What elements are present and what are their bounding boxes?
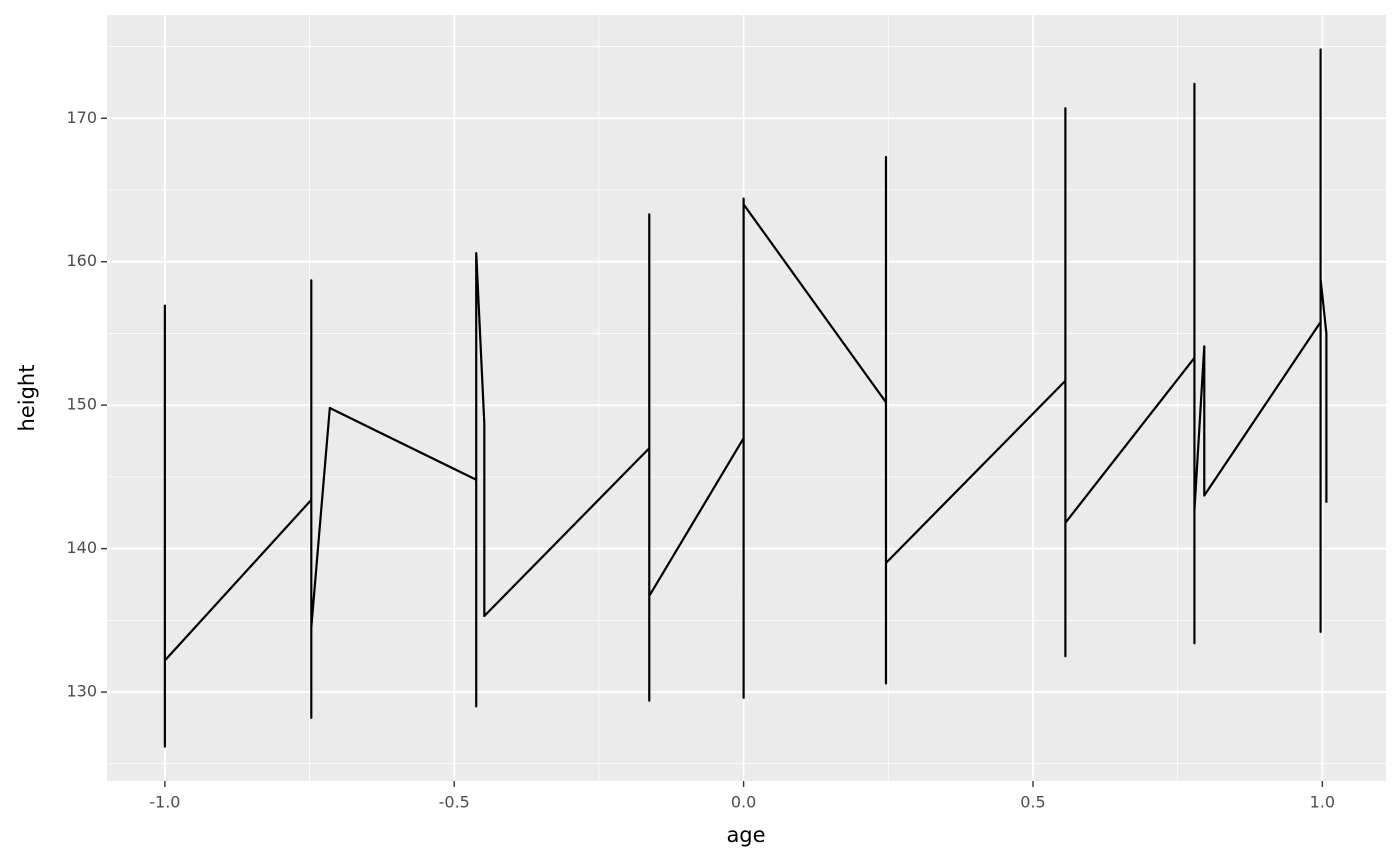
panel bbox=[107, 15, 1386, 781]
x-axis-title: age bbox=[726, 823, 765, 847]
y-tick-label: 170 bbox=[66, 108, 97, 127]
x-tick-label: 1.0 bbox=[1310, 793, 1335, 812]
x-tick-label: -0.5 bbox=[439, 793, 470, 812]
y-axis-title: height bbox=[15, 365, 39, 432]
x-tick-label: 0.5 bbox=[1020, 793, 1045, 812]
x-tick-label: -1.0 bbox=[149, 793, 180, 812]
y-tick-label: 160 bbox=[66, 251, 97, 270]
x-tick-label: 0.0 bbox=[731, 793, 756, 812]
y-tick-label: 140 bbox=[66, 538, 97, 557]
y-tick-label: 150 bbox=[66, 395, 97, 414]
data-line bbox=[163, 48, 1328, 748]
y-tick-label: 130 bbox=[66, 682, 97, 701]
